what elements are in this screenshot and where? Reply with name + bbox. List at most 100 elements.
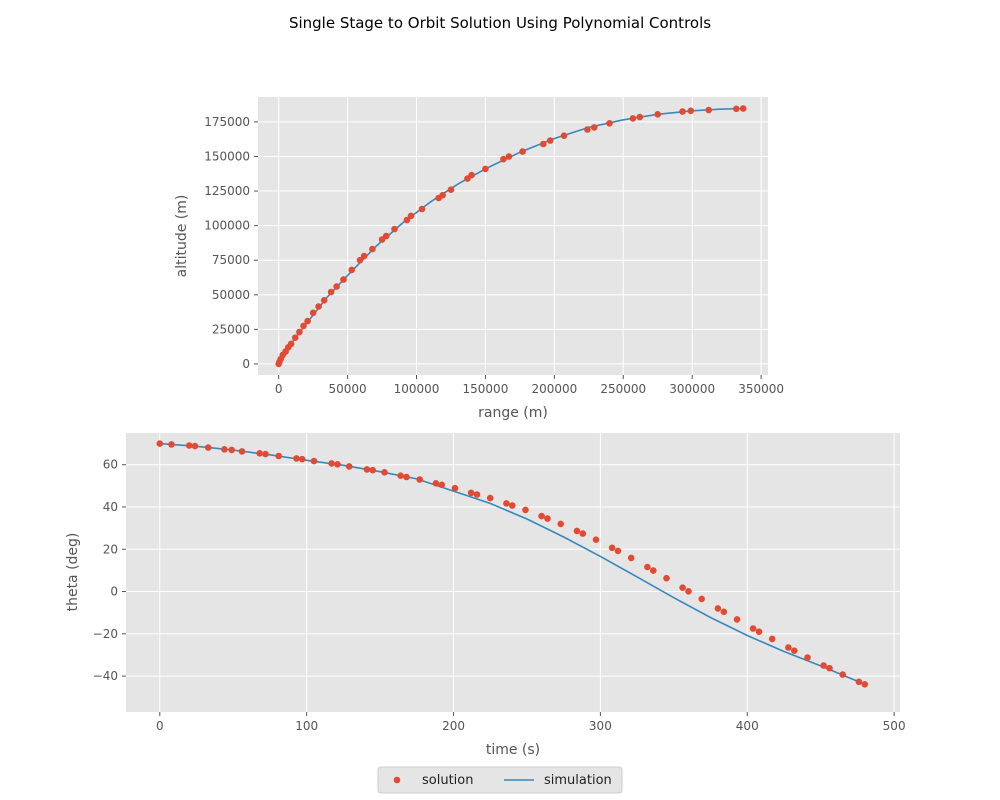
x-tick-labels: 0 50000 100000 150000 200000 250000 300000 3500… bbox=[275, 375, 784, 396]
solution-point bbox=[432, 480, 440, 487]
x-tick-label: 500 bbox=[883, 719, 906, 733]
solution-point bbox=[348, 266, 356, 274]
y-tick-labels: −40 −20 0 20 40 60 bbox=[93, 458, 126, 683]
solution-point bbox=[447, 186, 455, 193]
solution-point bbox=[557, 520, 564, 528]
solution-point bbox=[820, 662, 827, 669]
solution-point bbox=[573, 527, 581, 535]
y-tick-label: 50000 bbox=[212, 288, 250, 302]
solution-point bbox=[256, 450, 264, 457]
plot-area-background bbox=[258, 97, 768, 375]
solution-point bbox=[560, 132, 568, 139]
x-tick-label: 300000 bbox=[669, 382, 715, 396]
solution-point bbox=[538, 512, 545, 520]
solution-point bbox=[654, 111, 661, 118]
solution-point bbox=[522, 506, 529, 514]
solution-point bbox=[298, 455, 306, 463]
solution-point bbox=[333, 283, 340, 290]
solution-point bbox=[340, 276, 347, 283]
solution-point bbox=[714, 605, 722, 612]
solution-point bbox=[503, 500, 510, 507]
solution-point bbox=[327, 288, 335, 296]
y-tick-label: 75000 bbox=[212, 253, 250, 267]
y-tick-label: 25000 bbox=[212, 322, 250, 336]
plot-area-background bbox=[126, 433, 900, 712]
legend: solution simulation bbox=[377, 766, 623, 794]
solution-point bbox=[438, 481, 446, 489]
solution-point bbox=[381, 469, 388, 476]
solution-point bbox=[608, 544, 616, 552]
solution-point bbox=[221, 446, 228, 453]
solution-point bbox=[679, 108, 686, 115]
solution-marker-layer bbox=[156, 440, 869, 688]
solution-point bbox=[300, 322, 307, 330]
solution-point bbox=[509, 502, 516, 509]
solution-point bbox=[397, 472, 404, 480]
solution-point bbox=[519, 148, 526, 155]
altitude-range-chart: 0 50000 100000 150000 200000 250000 300000 3500… bbox=[174, 97, 784, 421]
solution-point bbox=[544, 515, 551, 522]
x-tick-label: 250000 bbox=[600, 382, 646, 396]
y-tick-label: 60 bbox=[103, 458, 118, 472]
x-axis-label: time (s) bbox=[486, 742, 540, 758]
solution-point bbox=[663, 574, 670, 582]
solution-point bbox=[168, 441, 175, 448]
legend-solution-marker bbox=[393, 776, 401, 784]
solution-point bbox=[826, 664, 833, 672]
y-tick-label: 100000 bbox=[204, 219, 250, 233]
x-tick-label: 0 bbox=[156, 719, 164, 733]
solution-point bbox=[334, 461, 341, 468]
solution-point bbox=[505, 153, 513, 160]
solution-point bbox=[473, 491, 481, 498]
solution-point bbox=[614, 547, 622, 555]
solution-point bbox=[804, 654, 811, 661]
solution-point bbox=[592, 536, 600, 543]
solution-point bbox=[687, 107, 695, 115]
solution-point bbox=[705, 106, 712, 114]
figure-title: Single Stage to Orbit Solution Using Pol… bbox=[289, 14, 711, 32]
y-tick-label: 0 bbox=[242, 357, 250, 371]
y-tick-label: −40 bbox=[93, 669, 118, 683]
x-tick-label: 50000 bbox=[329, 382, 367, 396]
x-tick-label: 200 bbox=[442, 719, 465, 733]
solution-point bbox=[482, 165, 489, 173]
solution-point bbox=[382, 232, 390, 240]
solution-point bbox=[855, 678, 863, 686]
solution-point bbox=[629, 115, 637, 122]
x-tick-label: 200000 bbox=[531, 382, 577, 396]
solution-point bbox=[579, 530, 587, 537]
solution-point bbox=[369, 245, 376, 253]
solution-point bbox=[650, 567, 657, 574]
solution-point bbox=[791, 647, 798, 654]
y-axis-label: altitude (m) bbox=[174, 195, 190, 278]
solution-point bbox=[785, 644, 792, 651]
solution-point bbox=[451, 484, 459, 492]
y-tick-label: 40 bbox=[103, 500, 118, 514]
y-tick-label: 150000 bbox=[204, 149, 250, 163]
solution-point bbox=[685, 588, 692, 595]
x-axis-label: range (m) bbox=[478, 405, 548, 421]
solution-point bbox=[156, 440, 164, 447]
y-tick-label: 0 bbox=[110, 585, 118, 599]
solution-point bbox=[228, 446, 235, 454]
solution-point bbox=[839, 671, 846, 678]
solution-point bbox=[204, 444, 212, 451]
solution-point bbox=[739, 105, 747, 112]
legend-frame bbox=[377, 766, 623, 794]
solution-point bbox=[403, 473, 410, 481]
solution-point bbox=[356, 256, 364, 264]
solution-point bbox=[755, 628, 763, 635]
y-axis-label: theta (deg) bbox=[65, 533, 81, 612]
solution-point bbox=[416, 476, 424, 483]
solution-point bbox=[733, 616, 741, 623]
solution-point bbox=[403, 216, 411, 224]
solution-point bbox=[733, 105, 740, 113]
y-tick-label: 20 bbox=[103, 542, 118, 556]
solution-point bbox=[310, 457, 318, 465]
solution-point bbox=[636, 113, 644, 121]
solution-point bbox=[360, 252, 368, 260]
solution-point bbox=[304, 317, 311, 325]
solution-point bbox=[328, 460, 335, 467]
solution-point bbox=[309, 309, 317, 317]
x-tick-label: 0 bbox=[275, 382, 283, 396]
